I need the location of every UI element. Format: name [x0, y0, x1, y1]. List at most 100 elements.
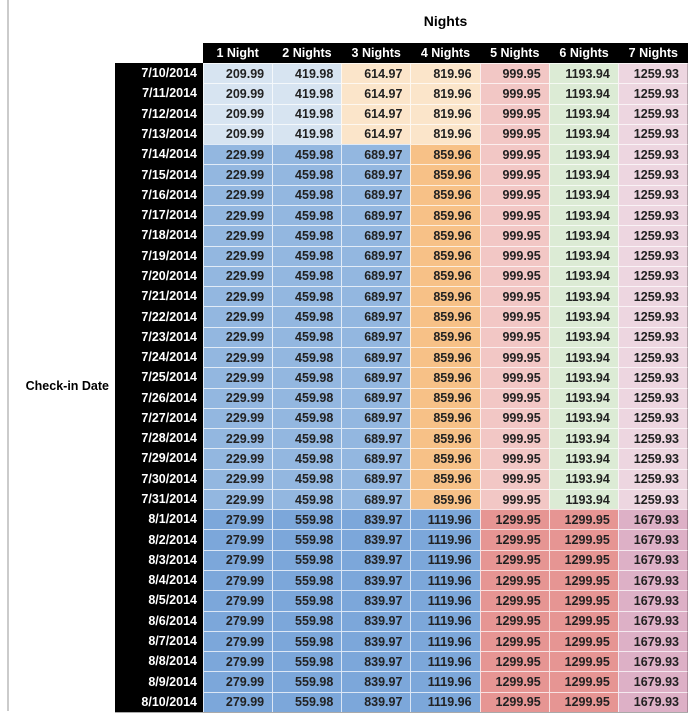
- price-cell[interactable]: 859.96: [410, 448, 480, 469]
- price-cell[interactable]: 229.99: [203, 346, 273, 368]
- price-cell[interactable]: 859.96: [410, 164, 480, 185]
- price-cell[interactable]: 1193.94: [548, 428, 618, 449]
- price-cell[interactable]: 1193.94: [548, 123, 618, 145]
- price-cell[interactable]: 1119.96: [410, 509, 480, 530]
- price-cell[interactable]: 999.95: [479, 448, 549, 469]
- check-in-date-cell[interactable]: 8/4/2014: [115, 570, 203, 591]
- price-cell[interactable]: 859.96: [410, 265, 480, 287]
- price-cell[interactable]: 279.99: [203, 549, 273, 571]
- price-cell[interactable]: 1193.94: [548, 346, 618, 368]
- price-cell[interactable]: 689.97: [341, 245, 411, 266]
- check-in-date-cell[interactable]: 7/19/2014: [115, 245, 203, 266]
- price-cell[interactable]: 559.98: [272, 651, 342, 672]
- check-in-date-cell[interactable]: 7/12/2014: [115, 103, 203, 124]
- price-cell[interactable]: 999.95: [479, 367, 549, 388]
- price-cell[interactable]: 229.99: [203, 387, 273, 408]
- price-cell[interactable]: 839.97: [341, 630, 411, 652]
- check-in-date-cell[interactable]: 7/26/2014: [115, 387, 203, 408]
- price-cell[interactable]: 859.96: [410, 387, 480, 408]
- price-cell[interactable]: 1193.94: [548, 468, 618, 489]
- price-cell[interactable]: 999.95: [479, 103, 549, 124]
- price-cell[interactable]: 839.97: [341, 590, 411, 611]
- check-in-date-cell[interactable]: 8/10/2014: [115, 691, 203, 712]
- price-cell[interactable]: 819.96: [410, 83, 480, 104]
- price-cell[interactable]: 279.99: [203, 610, 273, 631]
- price-cell[interactable]: 1193.94: [548, 164, 618, 185]
- price-cell[interactable]: 689.97: [341, 448, 411, 469]
- check-in-date-cell[interactable]: 7/16/2014: [115, 184, 203, 205]
- check-in-date-cell[interactable]: 7/29/2014: [115, 448, 203, 469]
- check-in-date-cell[interactable]: 7/21/2014: [115, 286, 203, 307]
- price-cell[interactable]: 999.95: [479, 265, 549, 287]
- price-cell[interactable]: 1259.93: [617, 488, 688, 510]
- price-cell[interactable]: 459.98: [272, 306, 342, 327]
- price-cell[interactable]: 859.96: [410, 306, 480, 327]
- price-cell[interactable]: 1193.94: [548, 306, 618, 327]
- column-header-7-nights[interactable]: 7 Nights: [618, 43, 688, 63]
- price-cell[interactable]: 229.99: [203, 448, 273, 469]
- price-cell[interactable]: 459.98: [272, 286, 342, 307]
- column-header-6-nights[interactable]: 6 Nights: [549, 43, 619, 63]
- price-cell[interactable]: 279.99: [203, 529, 273, 550]
- price-cell[interactable]: 459.98: [272, 184, 342, 205]
- price-cell[interactable]: 614.97: [341, 123, 411, 145]
- price-cell[interactable]: 1119.96: [410, 590, 480, 611]
- check-in-date-cell[interactable]: 7/18/2014: [115, 225, 203, 246]
- price-cell[interactable]: 1193.94: [548, 286, 618, 307]
- price-cell[interactable]: 1259.93: [617, 204, 688, 226]
- price-cell[interactable]: 859.96: [410, 346, 480, 368]
- price-cell[interactable]: 859.96: [410, 468, 480, 489]
- price-cell[interactable]: 229.99: [203, 164, 273, 185]
- price-cell[interactable]: 1193.94: [548, 326, 618, 347]
- price-cell[interactable]: 209.99: [203, 83, 273, 104]
- price-cell[interactable]: 839.97: [341, 529, 411, 550]
- check-in-date-cell[interactable]: 7/30/2014: [115, 468, 203, 489]
- check-in-date-cell[interactable]: 8/6/2014: [115, 610, 203, 631]
- price-cell[interactable]: 689.97: [341, 367, 411, 388]
- price-cell[interactable]: 1119.96: [410, 691, 480, 712]
- price-cell[interactable]: 1299.95: [479, 651, 549, 672]
- price-cell[interactable]: 1259.93: [617, 448, 688, 469]
- price-cell[interactable]: 999.95: [479, 488, 549, 510]
- check-in-date-cell[interactable]: 7/14/2014: [115, 144, 203, 165]
- price-cell[interactable]: 689.97: [341, 306, 411, 327]
- price-cell[interactable]: 229.99: [203, 306, 273, 327]
- price-cell[interactable]: 689.97: [341, 387, 411, 408]
- price-cell[interactable]: 689.97: [341, 225, 411, 246]
- column-header-2-nights[interactable]: 2 Nights: [272, 43, 342, 63]
- price-cell[interactable]: 1119.96: [410, 570, 480, 591]
- price-cell[interactable]: 1299.95: [548, 630, 618, 652]
- price-cell[interactable]: 999.95: [479, 387, 549, 408]
- price-cell[interactable]: 1299.95: [479, 630, 549, 652]
- price-cell[interactable]: 1299.95: [479, 509, 549, 530]
- price-cell[interactable]: 229.99: [203, 144, 273, 165]
- price-cell[interactable]: 859.96: [410, 407, 480, 429]
- price-cell[interactable]: 859.96: [410, 286, 480, 307]
- price-cell[interactable]: 859.96: [410, 326, 480, 347]
- price-cell[interactable]: 419.98: [272, 103, 342, 124]
- price-cell[interactable]: 1679.93: [617, 651, 688, 672]
- price-cell[interactable]: 229.99: [203, 245, 273, 266]
- price-cell[interactable]: 229.99: [203, 265, 273, 287]
- check-in-date-cell[interactable]: 7/17/2014: [115, 204, 203, 226]
- check-in-date-cell[interactable]: 7/28/2014: [115, 428, 203, 449]
- price-cell[interactable]: 689.97: [341, 488, 411, 510]
- check-in-date-cell[interactable]: 7/23/2014: [115, 326, 203, 347]
- price-cell[interactable]: 1119.96: [410, 610, 480, 631]
- price-cell[interactable]: 229.99: [203, 488, 273, 510]
- price-cell[interactable]: 279.99: [203, 691, 273, 712]
- price-cell[interactable]: 419.98: [272, 83, 342, 104]
- price-cell[interactable]: 999.95: [479, 164, 549, 185]
- price-cell[interactable]: 1259.93: [617, 103, 688, 124]
- price-cell[interactable]: 999.95: [479, 184, 549, 205]
- price-cell[interactable]: 1299.95: [548, 570, 618, 591]
- price-cell[interactable]: 1299.95: [479, 590, 549, 611]
- price-cell[interactable]: 1193.94: [548, 204, 618, 226]
- price-cell[interactable]: 859.96: [410, 488, 480, 510]
- price-cell[interactable]: 1193.94: [548, 245, 618, 266]
- price-cell[interactable]: 819.96: [410, 123, 480, 145]
- price-cell[interactable]: 1259.93: [617, 225, 688, 246]
- price-cell[interactable]: 614.97: [341, 103, 411, 124]
- price-cell[interactable]: 1193.94: [548, 63, 618, 84]
- price-cell[interactable]: 859.96: [410, 428, 480, 449]
